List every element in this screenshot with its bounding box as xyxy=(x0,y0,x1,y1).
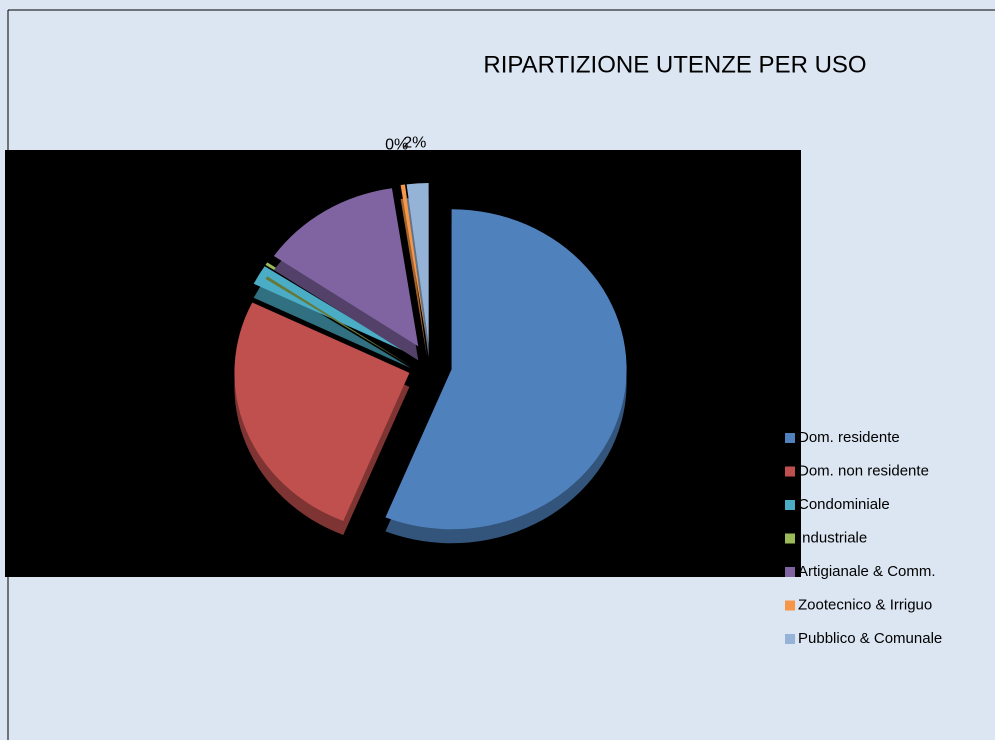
slice xyxy=(234,302,410,521)
slice-side xyxy=(265,276,412,367)
slice-side xyxy=(400,198,427,358)
slice xyxy=(400,184,427,344)
legend-swatch xyxy=(785,466,795,477)
data-label: 0% xyxy=(385,136,408,153)
chart-title: RIPARTIZIONE UTENZE PER USO xyxy=(483,51,866,78)
data-label: 2% xyxy=(403,135,426,152)
slice xyxy=(406,183,429,344)
legend-swatch xyxy=(785,567,795,577)
legend-swatch xyxy=(785,500,795,510)
slice xyxy=(385,209,627,530)
data-label: 13% xyxy=(286,168,318,185)
legend-label: Pubblico & Comunale xyxy=(798,630,942,647)
legend-swatch xyxy=(785,600,795,611)
slice-side xyxy=(253,280,411,369)
legend-label: Industriale xyxy=(798,529,867,546)
legend-label: Zootecnico & Irriguo xyxy=(798,596,932,613)
legend-label: Dom. non residente xyxy=(798,462,929,479)
legend-label: Dom. residente xyxy=(798,429,900,446)
slice xyxy=(273,188,419,347)
legend-label: Artigianale & Comm. xyxy=(798,563,936,580)
legend-label: Condominiale xyxy=(798,496,890,513)
legend-swatch xyxy=(785,533,795,544)
legend-swatch xyxy=(785,433,795,443)
legend-swatch xyxy=(785,634,795,644)
slice xyxy=(253,266,411,355)
